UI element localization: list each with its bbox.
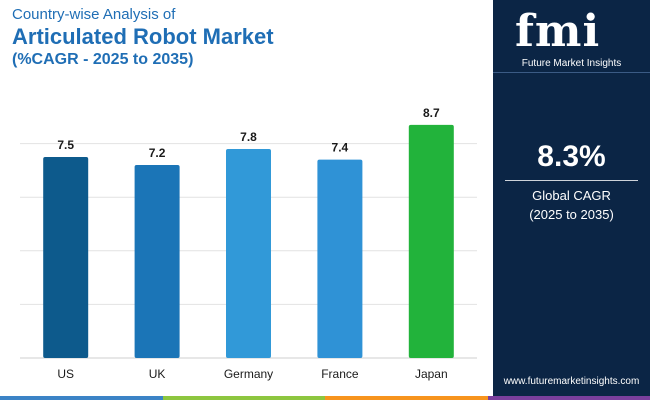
bar bbox=[408, 124, 454, 358]
kpi-separator bbox=[505, 180, 638, 181]
data-label: 7.8 bbox=[240, 130, 257, 144]
chart-subtitle: Country-wise Analysis of bbox=[12, 6, 176, 23]
kpi-label-line1: Global CAGR bbox=[532, 188, 611, 203]
global-cagr-value: 8.3% bbox=[537, 140, 606, 173]
logo-subtitle: Future Market Insights bbox=[521, 58, 622, 69]
x-tick-label: UK bbox=[149, 367, 166, 381]
side-panel: fmi Future Market Insights 8.3% Global C… bbox=[493, 0, 650, 396]
x-tick-label: France bbox=[321, 367, 359, 381]
data-label: 7.5 bbox=[57, 138, 74, 152]
bar bbox=[134, 165, 180, 358]
title-block: Country-wise Analysis of Articulated Rob… bbox=[12, 6, 274, 70]
data-label: 8.7 bbox=[423, 106, 440, 120]
fmi-logo: fmi Future Market Insights bbox=[493, 0, 650, 72]
data-label: 7.2 bbox=[149, 146, 166, 160]
kpi-label-line2: (2025 to 2035) bbox=[529, 207, 614, 222]
bar-chart: 7.5 US 7.2 UK 7.8 Germany 7.4 France 8.7 Japan bbox=[20, 106, 477, 381]
bottom-bar-segment-4 bbox=[487, 396, 650, 400]
bottom-bar-segment-2 bbox=[162, 396, 325, 400]
bottom-bar-segment-1 bbox=[0, 396, 163, 400]
x-tick-label: US bbox=[57, 367, 74, 381]
chart-title: Articulated Robot Market bbox=[12, 24, 274, 49]
bottom-color-bar bbox=[0, 396, 650, 400]
website-link[interactable]: www.futuremarketinsights.com bbox=[503, 376, 640, 387]
x-tick-label: Japan bbox=[415, 367, 448, 381]
logo-text: fmi bbox=[515, 6, 601, 57]
cagr-range-label: (%CAGR - 2025 to 2035) bbox=[12, 51, 194, 68]
x-tick-label: Germany bbox=[224, 367, 273, 381]
bar bbox=[43, 157, 89, 358]
bar bbox=[317, 159, 363, 358]
bar bbox=[226, 148, 271, 358]
bottom-bar-segment-3 bbox=[325, 396, 488, 400]
data-label: 7.4 bbox=[332, 141, 349, 155]
panel-divider bbox=[493, 72, 650, 73]
global-cagr-label: Global CAGR (2025 to 2035) bbox=[493, 186, 650, 224]
